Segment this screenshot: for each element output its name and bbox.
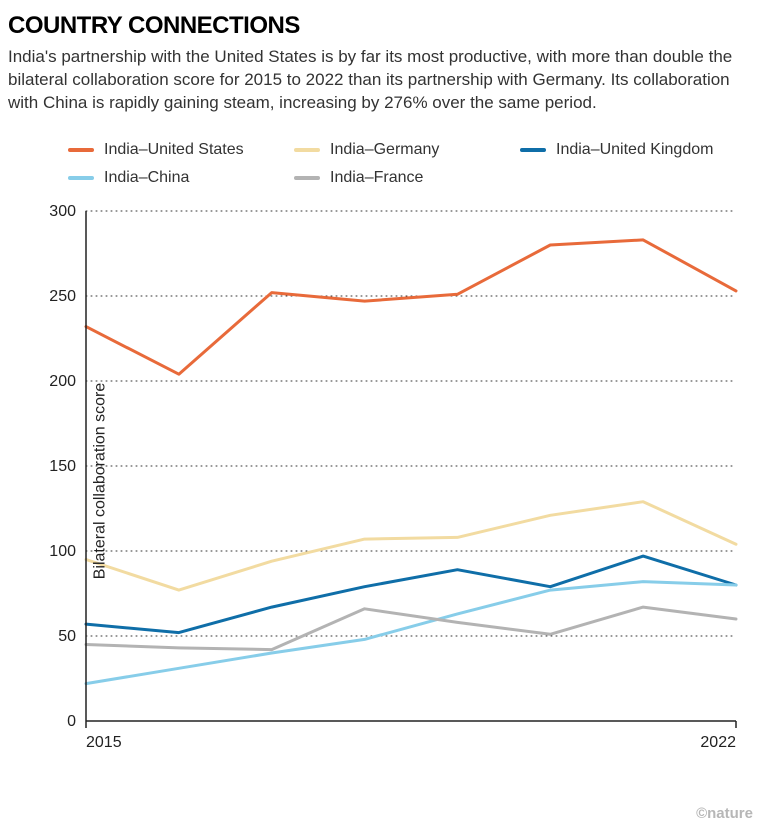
- legend-swatch: [294, 148, 320, 152]
- legend-item: India–France: [294, 169, 484, 187]
- legend-label: India–China: [104, 169, 189, 187]
- y-tick-label: 150: [49, 458, 76, 475]
- legend-item: India–United Kingdom: [520, 141, 713, 159]
- series-line: [86, 240, 736, 374]
- x-tick-label: 2015: [86, 734, 122, 751]
- legend: India–United States India–Germany India–Un…: [8, 141, 759, 187]
- legend-label: India–Germany: [330, 141, 439, 159]
- series-line: [86, 556, 736, 633]
- y-tick-label: 300: [49, 203, 76, 220]
- y-tick-label: 0: [67, 713, 76, 730]
- y-tick-label: 250: [49, 288, 76, 305]
- y-axis-label: Bilateral collaboration score: [91, 383, 109, 580]
- legend-label: India–United Kingdom: [556, 141, 713, 159]
- attribution: ©nature: [696, 805, 753, 822]
- legend-item: India–China: [68, 169, 258, 187]
- legend-swatch: [68, 176, 94, 180]
- line-chart: 0 50 100 150 200 250 300 2015 2022: [8, 201, 748, 761]
- y-tick-label: 100: [49, 543, 76, 560]
- y-tick-label: 50: [58, 628, 76, 645]
- series-line: [86, 607, 736, 650]
- legend-label: India–France: [330, 169, 423, 187]
- legend-swatch: [520, 148, 546, 152]
- legend-swatch: [68, 148, 94, 152]
- legend-item: India–United States: [68, 141, 258, 159]
- chart-subtitle: India's partnership with the United Stat…: [8, 46, 759, 115]
- chart-title: COUNTRY CONNECTIONS: [8, 12, 759, 40]
- chart-area: Bilateral collaboration score 0 50 100 150 2…: [8, 201, 759, 761]
- legend-label: India–United States: [104, 141, 244, 159]
- y-tick-label: 200: [49, 373, 76, 390]
- legend-item: India–Germany: [294, 141, 484, 159]
- legend-swatch: [294, 176, 320, 180]
- x-tick-label: 2022: [700, 734, 736, 751]
